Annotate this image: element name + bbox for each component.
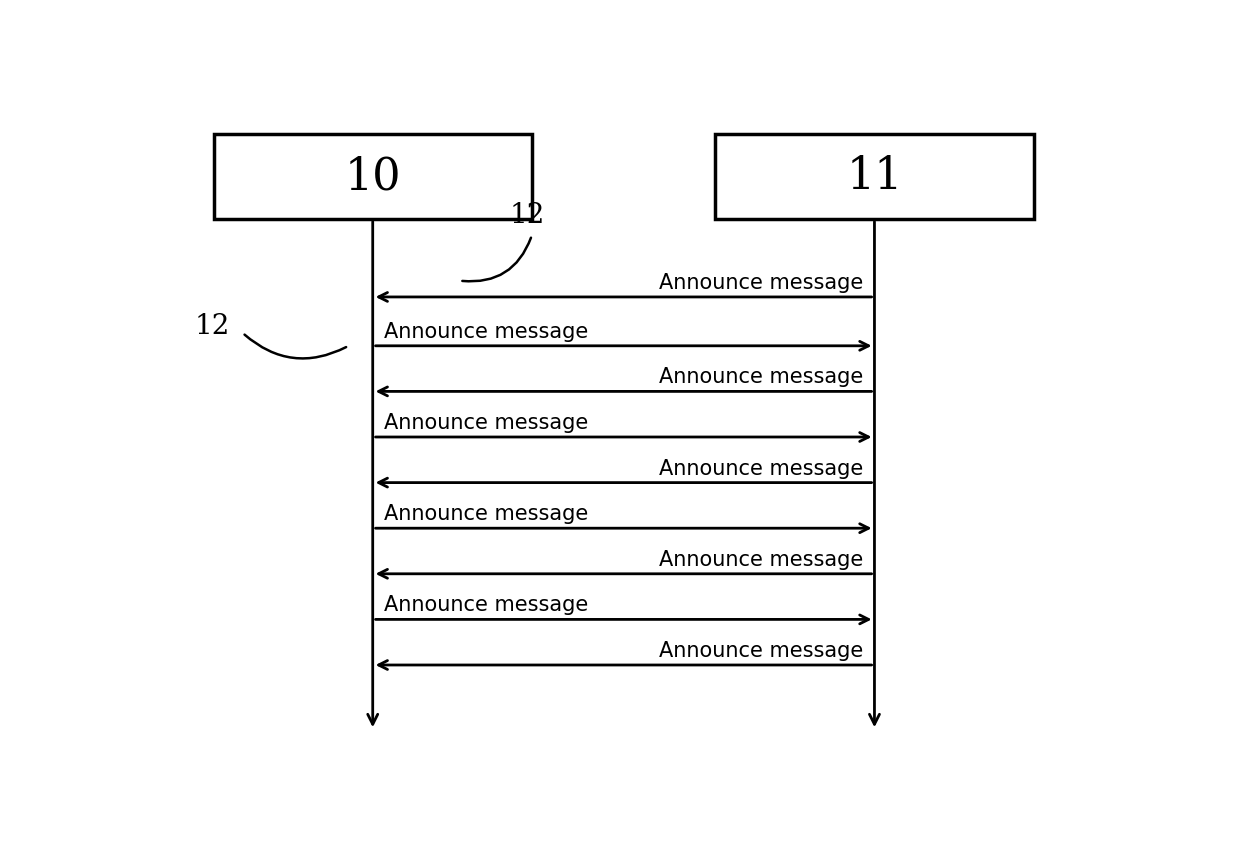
Text: 10: 10 [345, 155, 401, 198]
Text: Announce message: Announce message [385, 413, 589, 433]
Text: 12: 12 [509, 201, 545, 228]
Text: Announce message: Announce message [659, 367, 863, 387]
Text: 11: 11 [847, 155, 903, 198]
Bar [715, 135, 1033, 219]
Text: Announce message: Announce message [659, 273, 863, 293]
Text: Announce message: Announce message [659, 641, 863, 661]
Text: Announce message: Announce message [659, 459, 863, 479]
Text: 12: 12 [194, 313, 229, 340]
Text: Announce message: Announce message [385, 504, 589, 525]
Text: Announce message: Announce message [385, 321, 589, 342]
Bar [214, 135, 532, 219]
Text: Announce message: Announce message [385, 596, 589, 616]
Text: Announce message: Announce message [659, 550, 863, 570]
